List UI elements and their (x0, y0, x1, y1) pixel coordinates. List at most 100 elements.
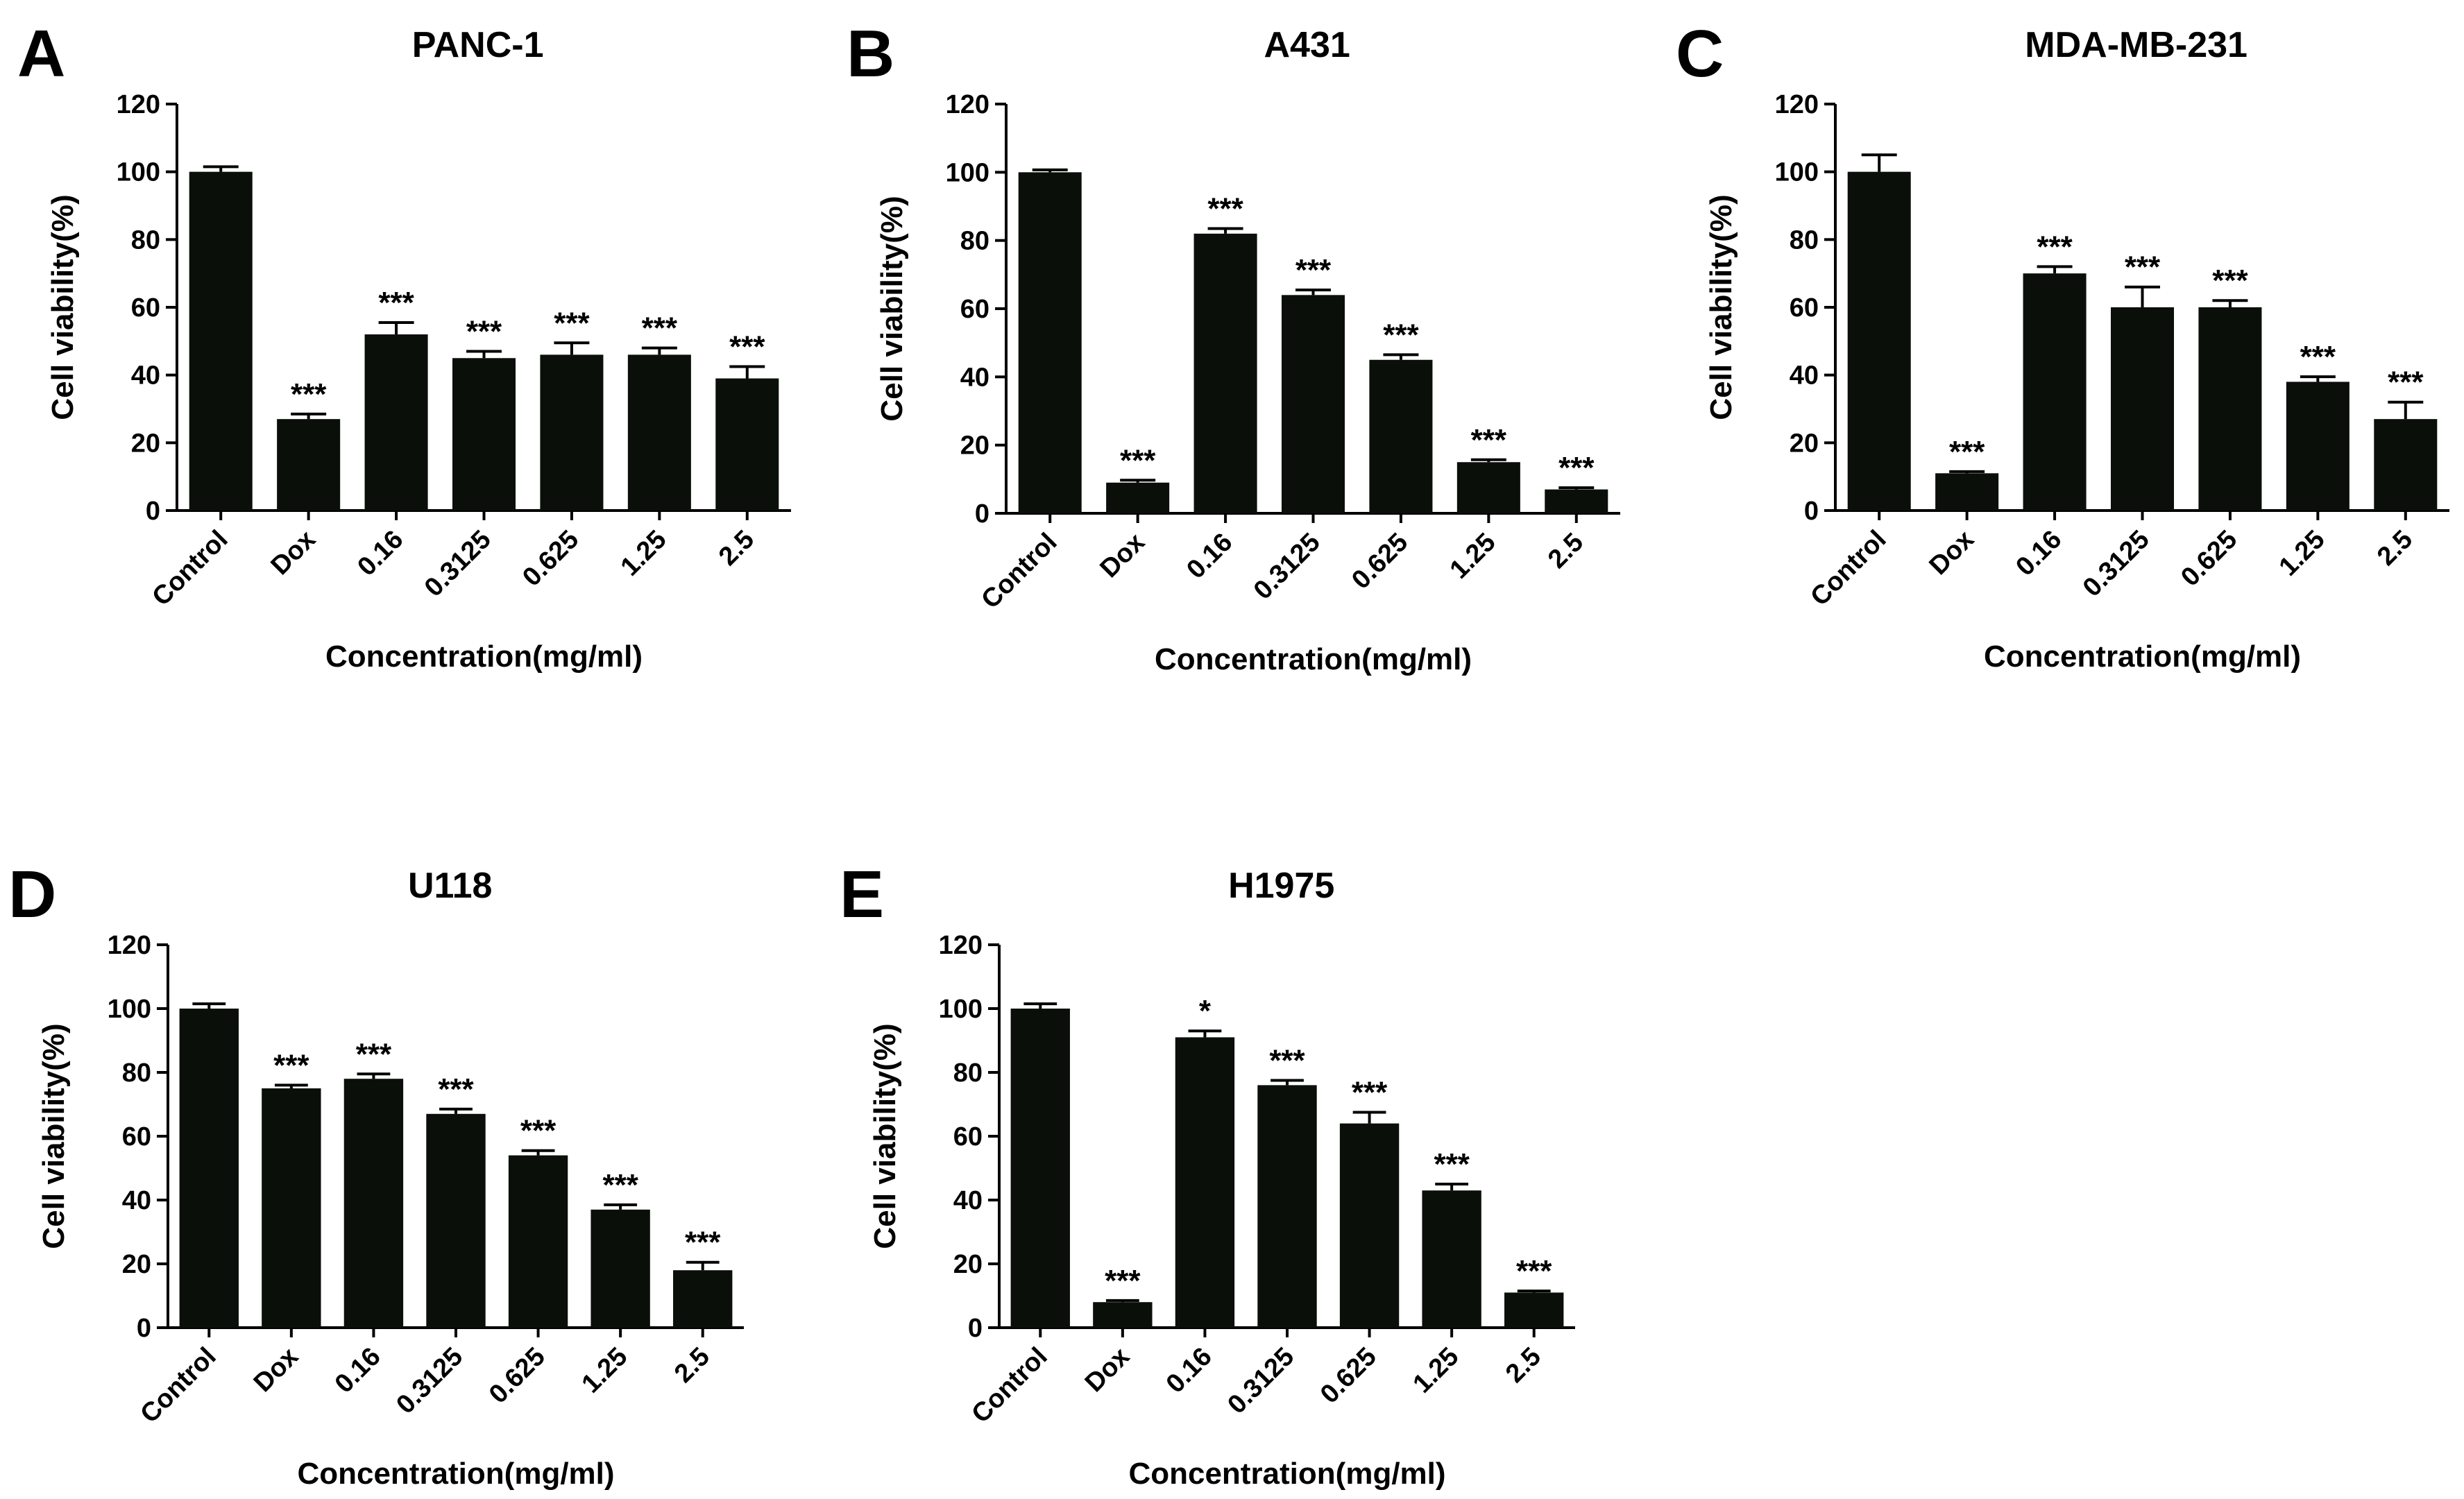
y-tick-label: 60 (953, 1122, 983, 1151)
bar-0-16 (343, 1079, 404, 1328)
x-tick-label: 1.25 (1445, 528, 1502, 585)
y-tick-label: 80 (1790, 225, 1819, 255)
chart-panel-a: A PANC-1 0 20 40 60 80 100 120 Cell viability(%) C… (17, 17, 791, 674)
significance-label: *** (1105, 1264, 1141, 1298)
panel-letter: C (1676, 17, 1724, 91)
significance-label: *** (685, 1226, 721, 1260)
y-tick-label: 120 (117, 90, 160, 119)
x-tick-label: Dox (1095, 528, 1150, 583)
y-tick-label: 80 (953, 1059, 983, 1088)
x-tick-label: 0.16 (330, 1342, 386, 1399)
x-tick-label: Control (966, 1342, 1053, 1429)
bar-0-625 (1339, 1123, 1400, 1328)
chart-title: PANC-1 (412, 25, 544, 65)
chart-panel-b: B A431 0 20 40 60 80 100 120 Cell viability(%) Con… (847, 17, 1620, 676)
bar-0-625 (1369, 359, 1433, 513)
bar-1-25 (2286, 382, 2350, 511)
x-tick-label: 2.5 (1543, 528, 1589, 574)
panel-letter: A (17, 17, 65, 91)
x-tick-label: 2.5 (713, 525, 760, 572)
significance-label: *** (1949, 435, 1985, 469)
bar-0-16 (364, 334, 428, 511)
y-tick-label: 60 (122, 1122, 151, 1151)
x-tick-label: Dox (266, 525, 321, 581)
bar-0-3125 (452, 358, 516, 511)
x-axis-label: Concentration(mg/ml) (1155, 642, 1472, 676)
y-tick-label: 120 (108, 931, 151, 960)
x-tick-label: 0.3125 (419, 525, 497, 603)
chart-title: H1975 (1228, 866, 1334, 906)
significance-label: *** (1516, 1254, 1552, 1288)
chart-panel-d: D U118 0 20 40 60 80 100 120 Cell viability(%) Con… (8, 857, 744, 1491)
y-axis-label: Cell viability(%) (46, 194, 80, 420)
bar-0-3125 (426, 1113, 486, 1328)
chart-panel-e: E H1975 0 20 40 60 80 100 120 Cell viability(%) Co… (840, 857, 1575, 1491)
bar-control (179, 1009, 239, 1328)
y-tick-label: 120 (939, 931, 983, 960)
y-tick-label: 60 (1790, 293, 1819, 323)
significance-label: *** (2300, 340, 2336, 374)
x-tick-label: Dox (248, 1342, 304, 1398)
x-tick-label: 1.25 (577, 1342, 634, 1399)
y-tick-label: 100 (1775, 158, 1819, 187)
y-axis-label: Cell viability(%) (1704, 194, 1738, 420)
y-tick-label: 0 (975, 499, 989, 529)
y-axis-label: Cell viability(%) (868, 1023, 902, 1249)
bar-dox (262, 1088, 321, 1328)
x-tick-label: Dox (1080, 1342, 1135, 1398)
bar-dox (1106, 482, 1170, 513)
bar-1-25 (1456, 462, 1520, 513)
chart-title: A431 (1264, 25, 1350, 65)
y-tick-label: 80 (131, 225, 160, 255)
significance-label: *** (2037, 230, 2073, 264)
x-tick-label: 1.25 (2274, 525, 2331, 582)
bar-dox (1093, 1302, 1153, 1328)
y-tick-label: 80 (122, 1059, 151, 1088)
x-tick-label: 0.16 (2010, 525, 2067, 582)
x-tick-label: 0.625 (517, 525, 584, 592)
x-tick-label: 0.16 (352, 525, 409, 582)
panel-letter: D (8, 857, 56, 932)
y-tick-label: 60 (131, 293, 160, 323)
chart-title: MDA-MB-231 (2025, 25, 2248, 65)
bar-control (1847, 171, 1911, 511)
y-tick-label: 100 (946, 158, 989, 187)
significance-label: *** (1207, 191, 1243, 225)
significance-label: *** (438, 1072, 474, 1106)
x-tick-label: 0.3125 (2078, 525, 2155, 603)
y-tick-label: 0 (1804, 497, 1819, 526)
bar-1-25 (627, 354, 691, 511)
x-tick-label: 0.16 (1181, 528, 1238, 585)
x-tick-label: 0.625 (2175, 525, 2243, 592)
bar-2-5 (1545, 489, 1608, 513)
y-tick-label: 100 (939, 995, 983, 1024)
x-tick-label: 0.625 (484, 1342, 551, 1410)
significance-label: *** (1295, 253, 1332, 287)
chart-panel-c: C MDA-MB-231 0 20 40 60 80 100 120 Cell viability… (1676, 17, 2449, 674)
significance-label: *** (466, 314, 502, 348)
y-tick-label: 120 (1775, 90, 1819, 119)
significance-label: * (1199, 994, 1212, 1028)
bar-2-5 (673, 1270, 733, 1328)
bar-1-25 (1422, 1190, 1481, 1328)
y-tick-label: 0 (968, 1314, 983, 1343)
significance-label: *** (2125, 250, 2161, 284)
significance-label: *** (2388, 366, 2424, 400)
bar-dox (277, 419, 341, 511)
y-tick-label: 100 (108, 995, 151, 1024)
y-tick-label: 0 (146, 497, 160, 526)
significance-label: *** (1269, 1044, 1305, 1078)
y-tick-label: 0 (137, 1314, 151, 1343)
bar-1-25 (590, 1209, 650, 1328)
panel-letter: E (840, 857, 884, 932)
x-tick-label: Control (135, 1342, 221, 1429)
significance-label: *** (273, 1048, 309, 1082)
significance-label: *** (1471, 423, 1507, 457)
bar-0-16 (1175, 1037, 1235, 1328)
x-tick-label: 0.16 (1161, 1342, 1218, 1399)
y-tick-label: 40 (960, 363, 989, 392)
significance-label: *** (356, 1037, 392, 1071)
bar-0-625 (2198, 307, 2262, 511)
x-tick-label: 0.625 (1315, 1342, 1382, 1410)
y-tick-label: 80 (960, 227, 989, 256)
